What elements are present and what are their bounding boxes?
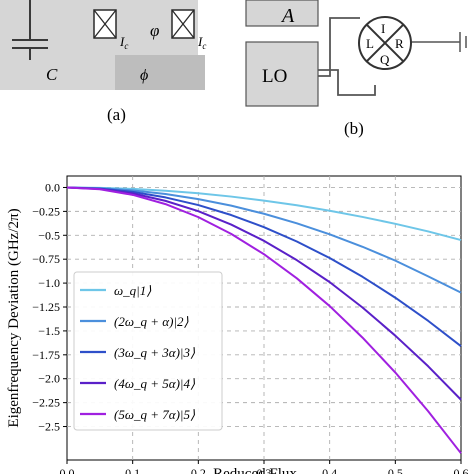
panel-b-caption: (b) [344,119,364,138]
legend-label-3: (3ω_q + 3α)|3⟩ [114,345,195,360]
amplifier-label: A [280,5,295,27]
y-tick-label: −1.25 [32,300,60,314]
flux-label: ϕ [140,67,148,84]
legend-label-1: ω_q|1⟩ [114,283,151,298]
x-axis-ticks: 0.0 0.1 0.2 0.3 0.4 0.5 0.6 [60,460,469,474]
series-line-4 [66,186,462,401]
panel-a-caption: (a) [107,105,126,124]
legend: ω_q|1⟩ (2ω_q + α)|2⟩ (3ω_q + 3α)|3⟩ (4ω_q +… [73,271,223,431]
x-tick-label: 0.1 [125,466,140,474]
y-tick-label: −1.5 [38,324,60,338]
legend-label-2: (2ω_q + α)|2⟩ [114,314,189,329]
iq-label-l: L [366,36,374,51]
eigenfrequency-chart: 0.0 0.1 0.2 0.3 0.4 0.5 0.6 0.0 −0.25 −0.5 −0.75 −… [6,175,469,474]
series-line-3 [66,186,462,348]
iq-label-r: R [395,36,404,51]
series-lines [66,186,462,454]
lo-wire [318,69,376,96]
junction-current-right: Ic [197,34,206,51]
signal-wire [318,17,360,77]
series-line-5 [66,186,462,454]
iq-label-q: Q [380,52,390,67]
iq-mixer: I R Q L [358,16,412,70]
y-tick-label: −0.75 [32,252,60,266]
x-tick-label: 0.3 [257,466,272,474]
x-tick-label: 0.0 [60,466,75,474]
x-axis-label: Reduced Flux [213,466,297,474]
capacitor-label: C [46,65,58,84]
series-line-1 [66,186,462,242]
panel-a-circuit: C φ Ic Ic ϕ (a) [0,0,206,124]
y-tick-label: −2.25 [32,396,60,410]
x-tick-label: 0.6 [454,466,469,474]
flux-loop-region [115,55,205,90]
lo-box [245,41,319,107]
x-tick-label: 0.5 [388,466,403,474]
junction-current-left: Ic [119,34,128,51]
y-axis-ticks: 0.0 −0.25 −0.5 −0.75 −1.0 −1.25 −1.5 −1.75 −2.0 −… [32,180,67,434]
x-tick-label: 0.4 [322,466,337,474]
junction-left [93,9,117,39]
junction-right [171,9,195,39]
x-tick-label: 0.2 [191,466,206,474]
iq-label-i: I [381,21,385,36]
y-tick-label: −2.0 [38,372,60,386]
y-tick-label: 0.0 [45,180,60,194]
y-tick-label: −1.0 [38,276,60,290]
y-tick-label: −1.75 [32,348,60,362]
legend-label-4: (4ω_q + 5α)|4⟩ [114,376,195,391]
y-tick-label: −0.25 [32,204,60,218]
phase-label: φ [150,21,159,40]
amplifier-box [245,0,319,27]
y-tick-label: −2.5 [38,420,60,434]
legend-box [73,271,223,431]
panel-b-schematic: A LO I R Q L (b) [245,0,467,138]
series-line-2 [66,186,462,294]
y-axis-label: Eigenfrequency Deviation (GHz/2π) [6,208,22,427]
legend-label-5: (5ω_q + 7α)|5⟩ [114,407,195,422]
output-wire [410,32,467,52]
y-tick-label: −0.5 [38,228,60,242]
lo-label: LO [262,66,287,87]
